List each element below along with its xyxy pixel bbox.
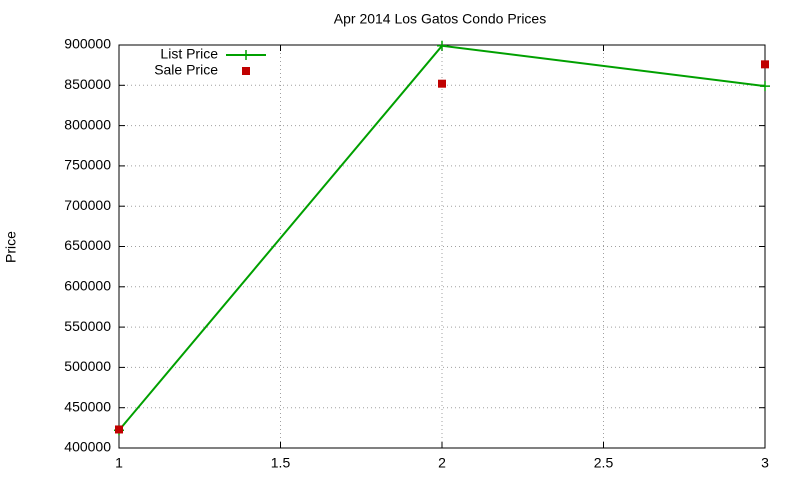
line [118,44,766,431]
point [437,40,447,51]
point [760,81,770,92]
x-tick-label: 3 [761,455,769,471]
y-tick-label: 800000 [64,116,111,132]
legend-swatch [242,67,250,75]
y-tick-label: 600000 [64,278,111,294]
chart-title: Apr 2014 Los Gatos Condo Prices [334,11,546,27]
x-tick-label: 1.5 [271,455,291,471]
x-tick-label: 1 [115,455,123,471]
legend-label: Sale Price [154,62,218,78]
y-tick-label: 450000 [64,398,111,414]
legend-label: List Price [160,46,218,62]
y-tick-label: 700000 [64,197,111,213]
x-tick-label: 2.5 [594,455,614,471]
y-tick-label: 650000 [64,237,111,253]
point [438,79,446,88]
y-tick-label: 550000 [64,318,111,334]
legend-swatch [241,50,251,60]
y-tick-label: 750000 [64,157,111,173]
y-tick-label: 850000 [64,76,111,92]
y-tick-label: 900000 [64,36,111,52]
y-tick-label: 500000 [64,358,111,374]
y-axis-label: Price [3,231,19,263]
y-tick-label: 400000 [64,439,111,455]
point [115,425,123,434]
x-tick-label: 2 [438,455,446,471]
point [761,60,769,69]
